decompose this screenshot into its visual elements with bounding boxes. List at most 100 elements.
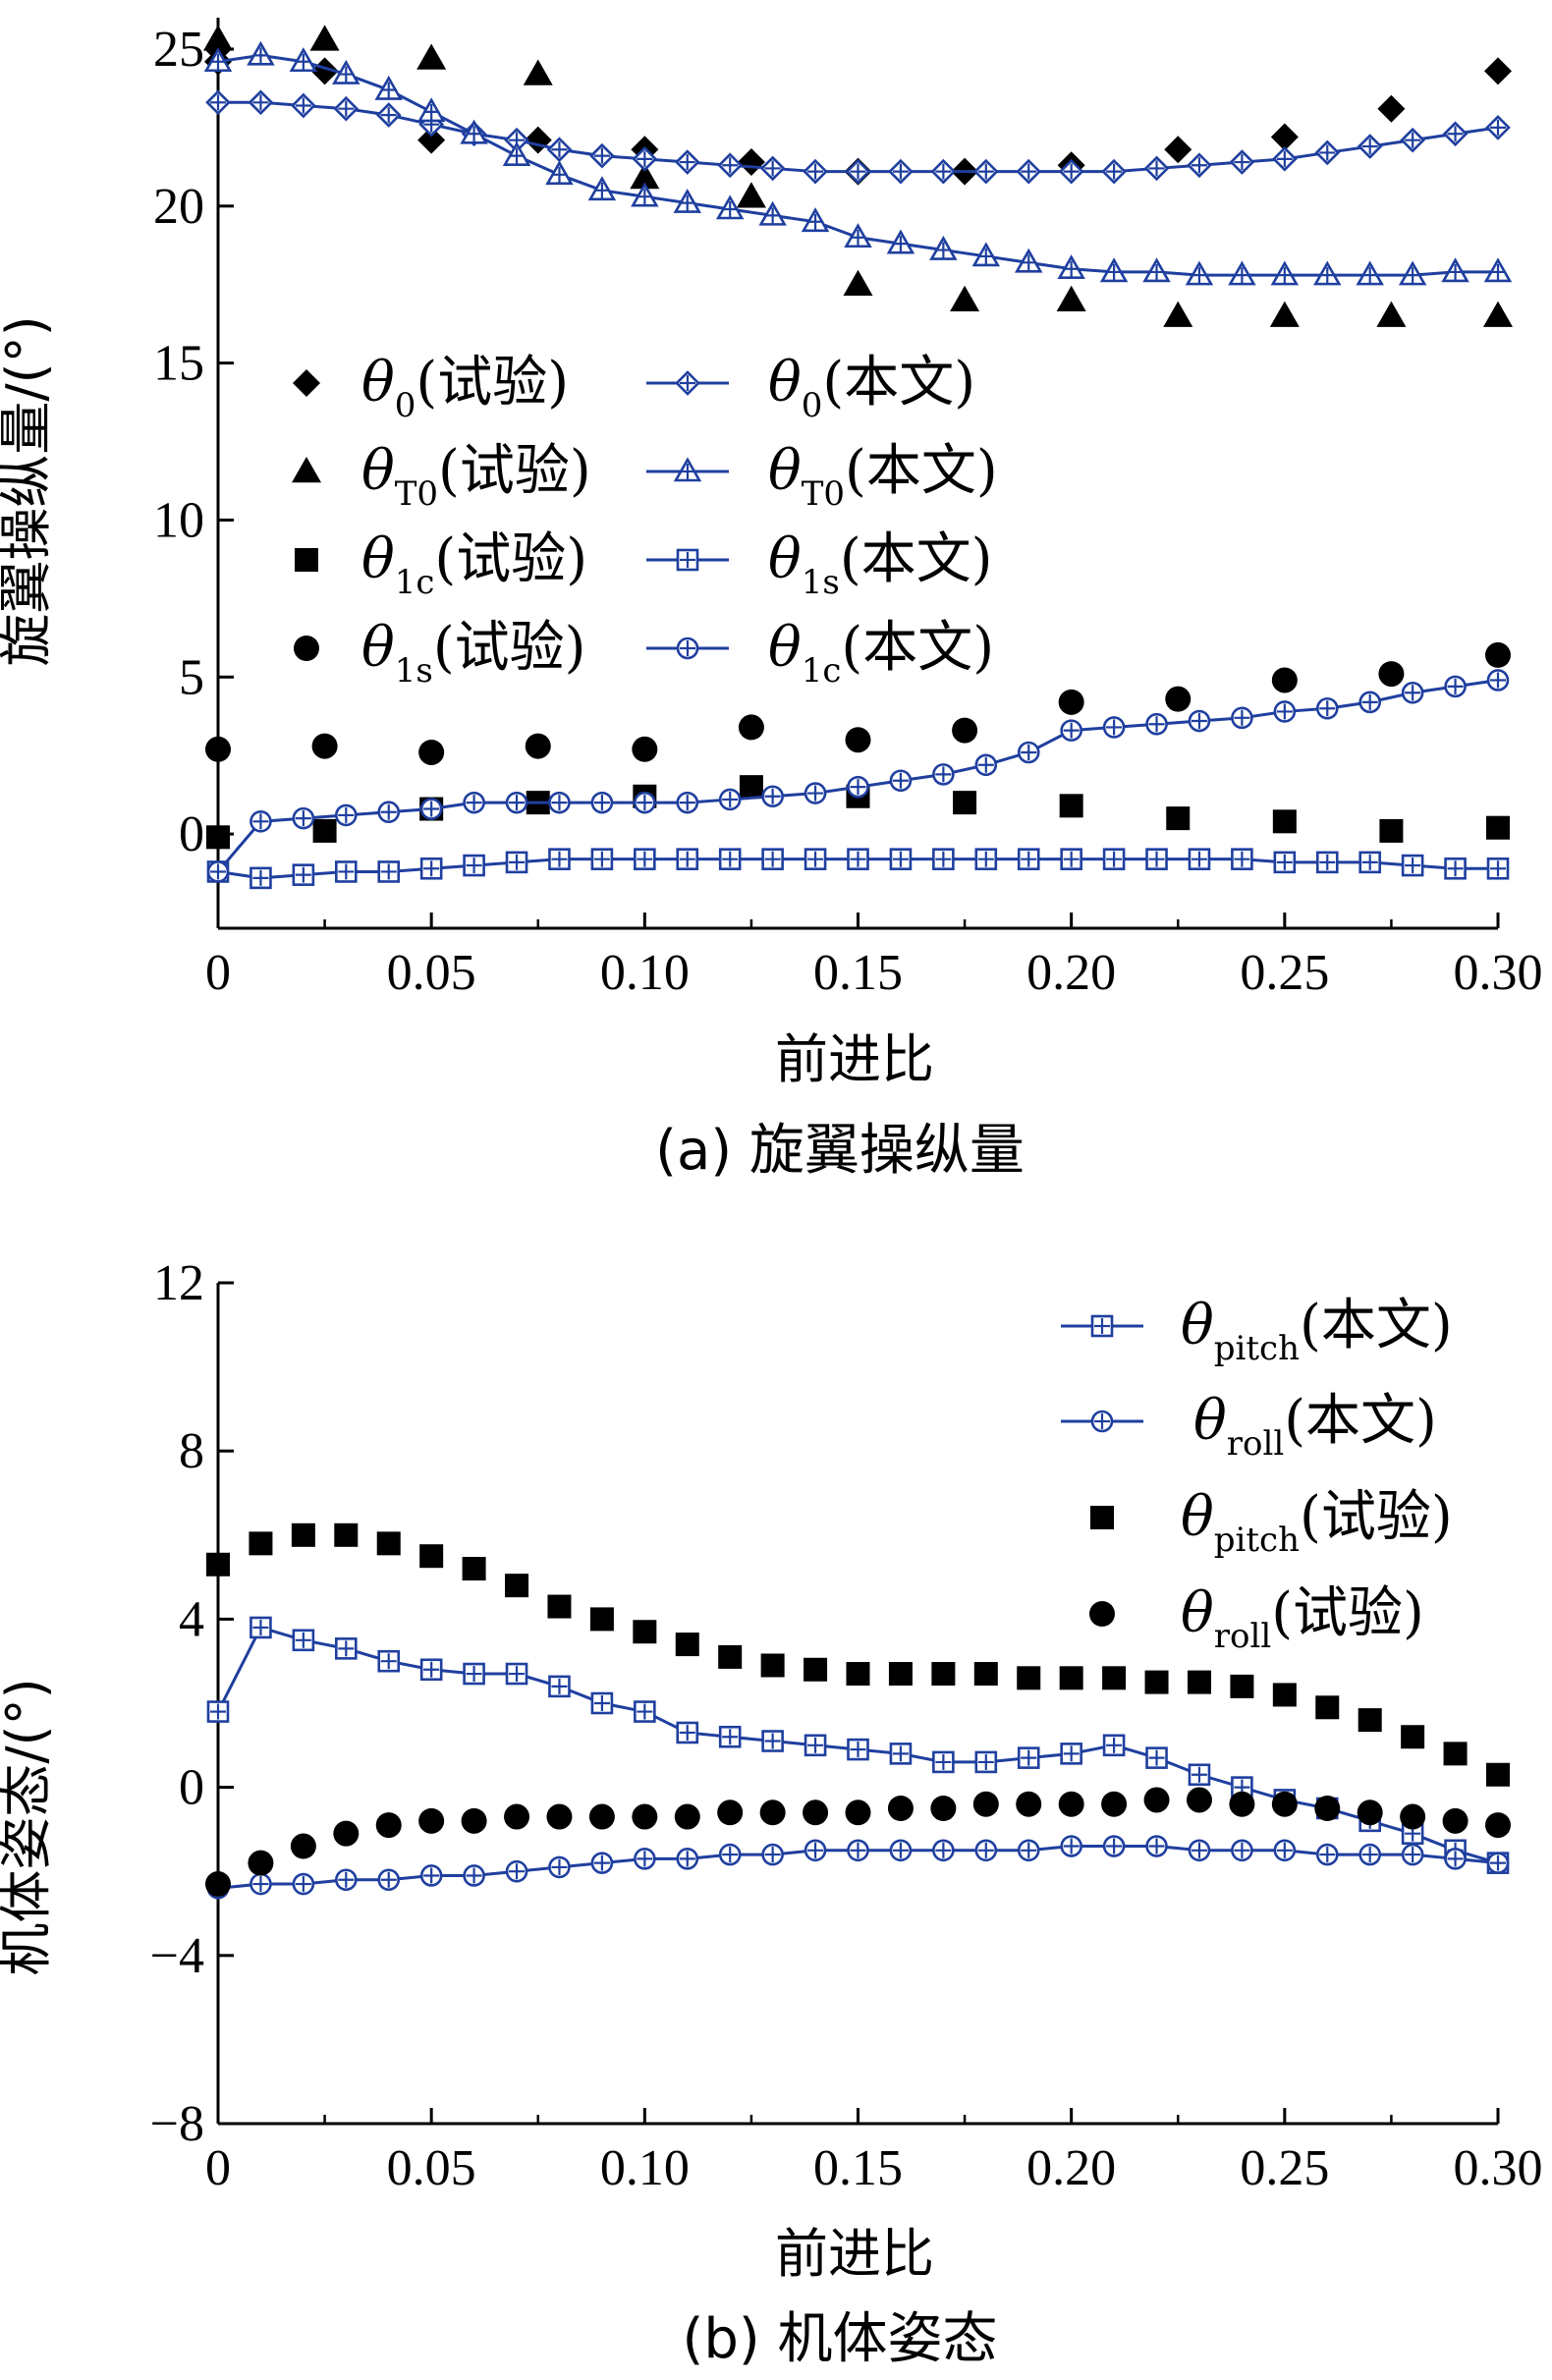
marker-square <box>1401 1725 1425 1749</box>
chart-a-data-point <box>1101 158 1127 185</box>
chart-b-data-point <box>931 1662 956 1687</box>
chart-a-data-point <box>1376 301 1407 327</box>
chart-b-ytick-label: 8 <box>179 1423 204 1479</box>
chart-a-data-point <box>589 142 615 169</box>
chart-b-data-point <box>974 1839 998 1862</box>
chart-b-data-point <box>1017 1746 1040 1769</box>
chart-b-data-point <box>675 1633 699 1657</box>
chart-a-data-point <box>1269 301 1300 327</box>
chart-b-data-point <box>1143 1787 1170 1813</box>
chart-a-data-point <box>801 207 830 233</box>
chart-b-data-point <box>589 1607 614 1632</box>
chart-a-data-point <box>377 801 401 824</box>
chart-b-data-point <box>1101 1791 1128 1817</box>
marker-circle <box>738 714 764 741</box>
marker-circle <box>930 1796 957 1821</box>
chart-b-data-point <box>1188 1839 1211 1862</box>
chart-a-xlabel: 前进比 <box>775 1028 934 1090</box>
marker-square <box>760 1653 785 1678</box>
chart-b-data-point <box>249 1872 272 1896</box>
marker-circle <box>1229 1791 1255 1817</box>
chart-a-data-point <box>761 785 784 808</box>
marker-square <box>675 1633 699 1657</box>
chart-a-data-point <box>631 182 659 207</box>
chart-a-data-point <box>1145 848 1168 870</box>
chart-a-data-point <box>375 102 402 128</box>
chart-b-xlabel: 前进比 <box>775 2223 934 2285</box>
chart-a-data-point <box>525 733 551 759</box>
chart-b-data-point <box>1017 1839 1040 1862</box>
chart-b-data-point <box>548 1675 571 1698</box>
chart-b-legend-marker <box>1089 1601 1115 1627</box>
chart-a-legend-label: θ1c(本文) <box>768 616 994 691</box>
marker-square <box>505 1574 529 1598</box>
chart-a-data-point <box>1444 857 1467 880</box>
chart-a-data-point <box>1143 155 1170 182</box>
chart-a-data-point <box>1187 152 1212 179</box>
marker-circle <box>418 739 445 765</box>
marker-circle <box>1400 1803 1426 1830</box>
chart-b-legend-label: θroll(试验) <box>1181 1581 1424 1656</box>
chart-b-data-point <box>505 1859 528 1883</box>
chart-a-data-point <box>1017 741 1040 764</box>
chart-b-ytick-label: 4 <box>179 1591 204 1647</box>
chart-b-data-point <box>1315 1695 1340 1720</box>
marker-square <box>1090 1506 1114 1529</box>
chart-a-legend-marker <box>675 370 700 396</box>
marker-triangle <box>309 25 340 51</box>
chart-b-data-point <box>291 1522 315 1547</box>
chart-a-legend-item: θT0(试验) <box>292 439 591 514</box>
marker-circle <box>1357 1799 1383 1826</box>
chart-a-data-point <box>545 160 574 186</box>
chart-a-data-point <box>972 158 999 185</box>
chart-b-data-point <box>1486 1852 1510 1874</box>
chart-a-legend-marker <box>676 637 699 660</box>
chart-a-data-point <box>1271 667 1298 693</box>
chart-a-data-point <box>1163 301 1193 327</box>
marker-square <box>547 1594 572 1619</box>
chart-b-data-point <box>845 1799 871 1826</box>
chart-b-data-point <box>634 1848 656 1870</box>
chart-a-data-point <box>845 727 871 753</box>
chart-a-xtick-label: 0.20 <box>1026 945 1116 1001</box>
marker-diamond <box>293 369 320 397</box>
chart-a-data-point <box>333 95 360 122</box>
chart-a-data-point <box>634 791 656 814</box>
marker-circle <box>1058 1791 1084 1817</box>
chart-a-data-point <box>1060 848 1082 870</box>
marker-triangle <box>203 25 233 51</box>
chart-b-data-point <box>761 1843 784 1866</box>
chart-b-legend-item: θroll(试验) <box>1089 1581 1424 1656</box>
chart-b-data-point <box>1357 1799 1383 1826</box>
chart-a-legend: θ0(试验) θ0(本文) θT0(试验) θT0(本文) θ1c(试验) θ1s(本文)… <box>292 351 998 691</box>
marker-circle <box>1442 1807 1469 1834</box>
chart-a-data-point <box>632 736 658 762</box>
chart-b-data-point <box>292 1629 315 1652</box>
chart-a-legend-marker <box>676 548 699 572</box>
chart-b-data-point <box>1017 1666 1041 1690</box>
chart-b-data-point <box>804 1734 827 1757</box>
marker-square <box>249 1531 273 1556</box>
chart-b-data-point <box>803 1799 829 1826</box>
chart-a-data-point <box>761 848 784 870</box>
marker-square <box>376 1531 401 1556</box>
chart-b-xtick-label: 0.10 <box>600 2140 690 2196</box>
chart-b-data-point <box>1231 1839 1253 1862</box>
chart-a-data-point <box>886 229 915 254</box>
chart-a-data-point <box>1228 260 1256 286</box>
chart-b-data-point <box>1102 1835 1126 1857</box>
chart-a-data-point <box>417 126 446 154</box>
chart-a-data-point <box>1142 257 1171 283</box>
chart-b-data-point <box>932 1750 955 1774</box>
chart-b-data-point <box>249 1616 272 1639</box>
chart-a-data-point <box>505 791 528 814</box>
chart-b-data-point <box>847 1839 869 1862</box>
chart-a-data-point <box>1483 257 1513 283</box>
chart-a-data-point <box>930 158 957 185</box>
chart-b-data-point <box>1444 1848 1467 1870</box>
chart-b-data-point <box>889 1839 913 1862</box>
chart-a-data-point <box>759 155 786 182</box>
chart-b-data-point <box>717 1799 744 1826</box>
marker-diamond <box>1164 136 1192 164</box>
chart-b-data-point <box>674 1803 700 1830</box>
